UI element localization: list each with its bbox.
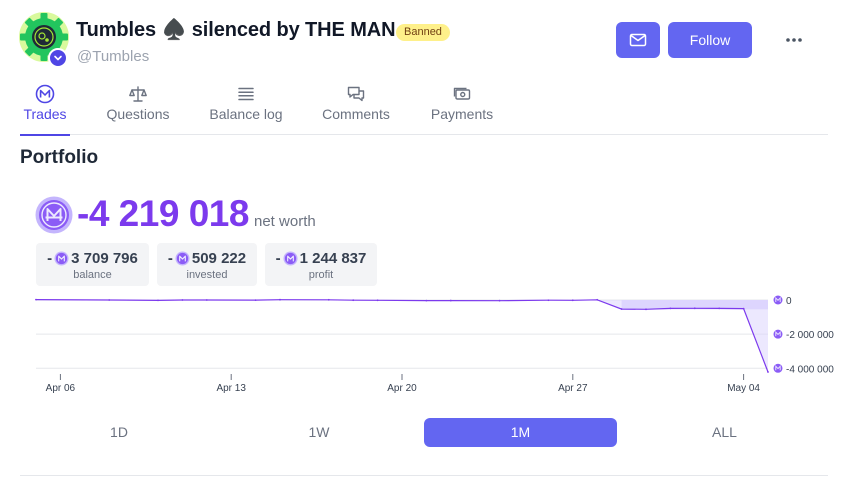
chevron-down-icon: [54, 55, 62, 61]
data-point: [376, 299, 379, 302]
data-point: [181, 299, 184, 301]
stat-label: profit: [308, 269, 334, 281]
net-worth-value: -4 219 018: [77, 193, 249, 234]
mana-coin-icon: [773, 363, 783, 373]
data-point: [108, 299, 111, 301]
portfolio-title: Portfolio: [20, 147, 99, 168]
data-point: [449, 299, 452, 302]
area-fill: [36, 299, 768, 372]
data-point: [279, 298, 281, 301]
data-point: [498, 299, 501, 302]
chat-icon: [346, 84, 366, 104]
data-point: [767, 371, 769, 373]
mana-coin-icon: [773, 295, 783, 305]
profile-handle: @Tumbles: [77, 48, 150, 65]
tab-label: Trades: [23, 106, 67, 122]
x-tick-label: May 04: [727, 383, 760, 394]
message-button[interactable]: [616, 22, 660, 58]
stat-sign: -: [275, 250, 281, 267]
data-point: [425, 299, 428, 302]
verified-badge: [48, 48, 68, 68]
mana-icon: [35, 84, 55, 104]
mana-coin-icon: [773, 329, 783, 339]
mana-coin-glyph: [775, 296, 781, 302]
stat-sign: -: [167, 250, 173, 267]
mana-coin-icon: [175, 251, 190, 266]
data-point: [620, 308, 623, 310]
stat-invested: - 509 222 invested: [157, 243, 257, 286]
y-tick-label: -4 000 000: [786, 364, 834, 375]
y-tick-label: -2 000 000: [786, 330, 834, 341]
more-options-button[interactable]: [778, 28, 810, 52]
tab-label: Comments: [322, 106, 390, 122]
x-tick-label: Apr 20: [387, 383, 417, 394]
net-worth-label: net worth: [254, 213, 316, 230]
tab-label: Balance log: [209, 106, 283, 122]
x-tick-label: Apr 06: [46, 383, 76, 394]
loss-band: [621, 300, 768, 310]
mana-coin-icon: [54, 251, 69, 266]
mana-coin-glyph: [775, 365, 781, 371]
stat-value: 1 244 837: [299, 250, 367, 267]
tab-label: Questions: [106, 106, 170, 122]
divider: [20, 475, 828, 476]
data-point: [718, 307, 721, 310]
stat-value: 509 222: [191, 250, 247, 267]
x-tick-label: Apr 27: [558, 383, 588, 394]
mail-icon: [629, 33, 647, 47]
data-point: [693, 307, 696, 310]
list-icon: [236, 84, 256, 104]
data-point: [571, 299, 574, 302]
data-point: [157, 299, 159, 302]
mana-coin-icon: [283, 251, 298, 266]
stat-profit: - 1 244 837 profit: [265, 243, 377, 286]
data-point: [352, 299, 355, 302]
period-all[interactable]: ALL: [712, 424, 737, 440]
data-point: [254, 299, 257, 302]
data-point: [669, 307, 672, 310]
x-tick-label: Apr 13: [216, 383, 246, 394]
tab-comments[interactable]: Comments: [318, 82, 394, 135]
tab-trades[interactable]: Trades: [20, 82, 70, 136]
data-point: [327, 298, 330, 301]
data-point: [35, 298, 37, 301]
stat-sign: -: [47, 250, 53, 267]
mana-coin-icon: [35, 196, 73, 234]
stat-label: invested: [186, 269, 228, 281]
period-1d[interactable]: 1D: [110, 424, 128, 440]
series-line: [35, 299, 769, 373]
stat-label: balance: [73, 269, 112, 281]
status-badge: Banned: [396, 24, 450, 41]
tab-label: Payments: [430, 106, 494, 122]
follow-button[interactable]: Follow: [668, 22, 752, 58]
payments-icon: [452, 84, 472, 104]
data-point: [742, 307, 745, 310]
tab-payments[interactable]: Payments: [428, 82, 496, 135]
data-point: [645, 308, 647, 311]
data-point: [547, 299, 550, 302]
tab-balance-log[interactable]: Balance log: [206, 82, 286, 135]
period-1w[interactable]: 1W: [308, 424, 330, 440]
profile-name: Tumbles ♠️ silenced by THE MAN: [76, 19, 396, 41]
scale-icon: [128, 84, 148, 104]
tab-questions[interactable]: Questions: [104, 82, 172, 135]
period-selector: 1D 1W 1M ALL: [20, 418, 828, 448]
y-tick-label: 0: [786, 296, 792, 307]
stat-balance: - 3 709 796 balance: [36, 243, 149, 286]
mana-coin-glyph: [775, 331, 781, 337]
profile-tabs: Trades Questions Balance log Comments Pa…: [20, 82, 828, 136]
data-point: [596, 298, 599, 301]
data-point: [205, 299, 208, 301]
ellipsis-icon: [786, 38, 802, 42]
period-1m[interactable]: 1M: [424, 418, 617, 447]
stat-value: 3 709 796: [71, 250, 138, 267]
